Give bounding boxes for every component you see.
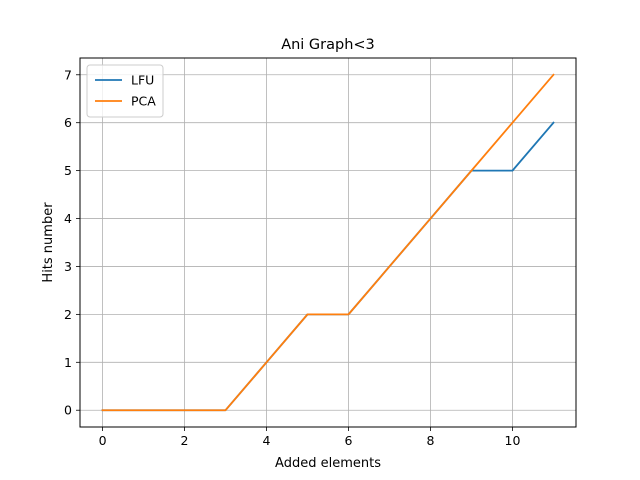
x-tick-label: 0 (99, 433, 107, 448)
legend: LFU PCA (86, 64, 164, 118)
y-tick-label: 0 (64, 403, 72, 418)
legend-box (86, 64, 164, 118)
x-axis-label: Added elements (275, 456, 381, 471)
grid-lines (80, 58, 576, 427)
x-tick-label: 10 (505, 433, 521, 448)
y-axis-label: Hits number (41, 202, 56, 283)
series-line-pca (101, 73, 555, 412)
y-tick-label: 5 (64, 163, 72, 178)
y-tick-label: 3 (64, 259, 72, 274)
legend-items: LFU PCA (95, 73, 156, 109)
chart-title: Ani Graph<3 (281, 37, 375, 53)
legend-label-pca: PCA (131, 94, 156, 109)
y-tick-label: 4 (64, 211, 72, 226)
x-tick-label: 2 (181, 433, 189, 448)
x-tick-label: 4 (263, 433, 271, 448)
y-tick-label: 2 (64, 307, 72, 322)
series-lines (101, 73, 555, 412)
x-axis-ticks: 0 2 4 6 8 10 (99, 427, 521, 448)
y-axis-ticks: 0 1 2 3 4 5 6 7 (64, 67, 80, 418)
y-tick-label: 6 (64, 115, 72, 130)
x-tick-label: 8 (427, 433, 435, 448)
y-tick-label: 1 (64, 355, 72, 370)
x-tick-label: 6 (345, 433, 353, 448)
legend-label-lfu: LFU (131, 73, 154, 88)
y-tick-label: 7 (64, 67, 72, 82)
axes-frame (79, 57, 577, 428)
